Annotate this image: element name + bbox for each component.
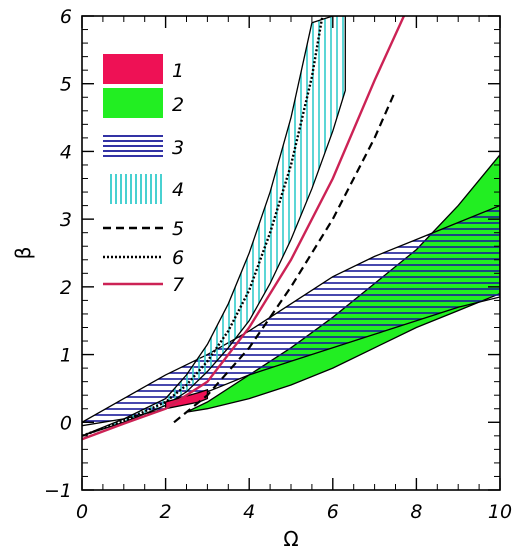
legend-label: 6	[172, 247, 184, 269]
legend-label: 2	[172, 94, 184, 116]
y-tick-label: 4	[60, 141, 72, 163]
legend: 1 2 3 4 5 6 7	[103, 54, 184, 296]
legend-swatch	[103, 134, 163, 160]
legend-label: 4	[172, 179, 184, 201]
y-tick-label: 0	[60, 412, 72, 434]
y-axis-label: β	[11, 247, 35, 260]
line-series-6	[82, 16, 324, 437]
y-tick-label: −1	[44, 480, 72, 502]
legend-label: 5	[172, 218, 184, 240]
x-tick-label: 8	[410, 501, 422, 523]
legend-label: 1	[172, 60, 184, 82]
y-tick-label: 6	[60, 6, 72, 28]
y-tick-label: 2	[60, 277, 72, 299]
y-tick-label: 5	[60, 74, 72, 96]
line-series-5	[173, 90, 397, 424]
y-tick-label: 3	[60, 209, 72, 231]
legend-item-6: 6	[103, 247, 184, 269]
legend-item-2: 2	[103, 88, 184, 118]
x-tick-label: 0	[76, 501, 88, 523]
legend-item-3: 3	[103, 134, 184, 160]
legend-swatch	[103, 54, 163, 84]
x-tick-label: 4	[243, 501, 255, 523]
plot-area	[82, 16, 500, 441]
legend-item-4: 4	[108, 174, 184, 204]
line-series-7	[82, 16, 405, 441]
legend-label: 3	[172, 137, 184, 159]
x-tick-label: 2	[160, 501, 172, 523]
x-axis-label: Ω	[283, 527, 298, 550]
x-tick-label: 10	[488, 501, 512, 523]
y-tick-label: 1	[60, 345, 72, 367]
legend-swatch	[108, 174, 163, 204]
x-tick-label: 6	[327, 501, 339, 523]
axis-ticks	[81, 15, 501, 491]
legend-swatch	[103, 88, 163, 118]
legend-label: 7	[172, 274, 184, 296]
legend-item-5: 5	[103, 218, 184, 240]
legend-item-7: 7	[103, 274, 184, 296]
legend-item-1: 1	[103, 54, 184, 84]
